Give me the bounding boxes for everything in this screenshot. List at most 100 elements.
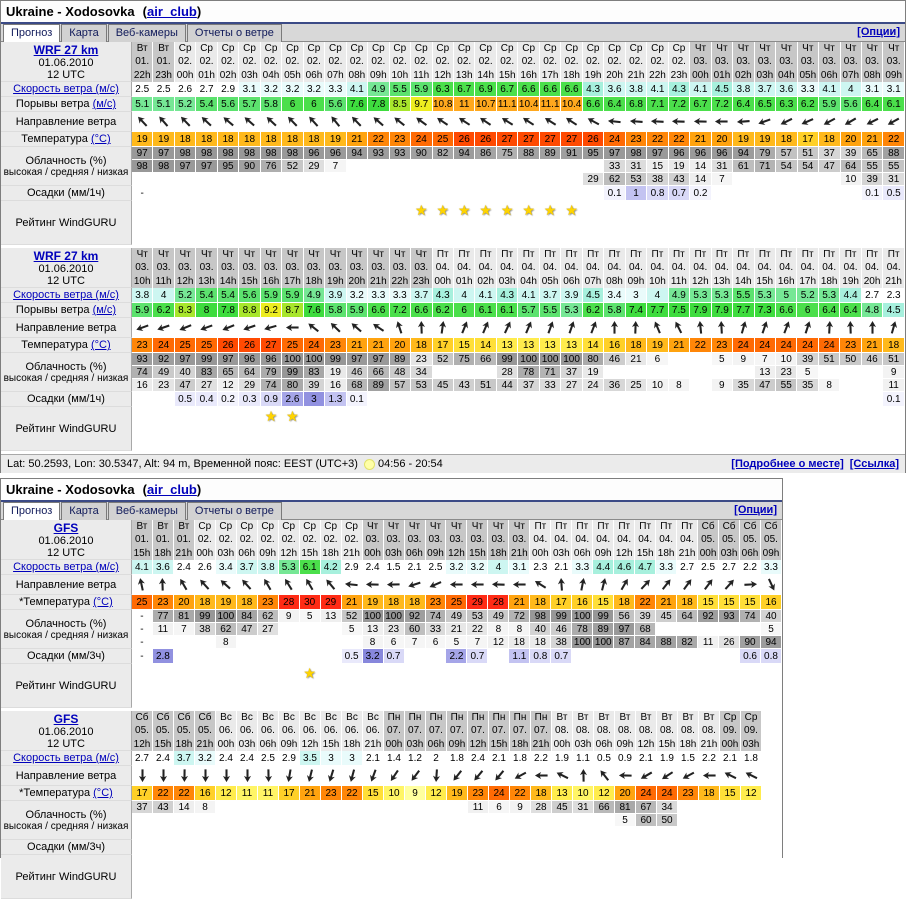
cloud-high-cell: 96 — [668, 147, 691, 160]
tab-wind-reports[interactable]: Отчеты о ветре — [186, 502, 282, 520]
wind-direction-arrow-icon — [496, 318, 519, 338]
day-header: Пт — [635, 520, 657, 533]
model-link[interactable]: WRF 27 km — [33, 42, 99, 57]
wind-gust-cell: 5.2 — [174, 97, 197, 112]
day-header: Ср — [668, 42, 691, 55]
rating-cell — [509, 664, 531, 708]
day-header: Пт — [861, 248, 884, 261]
date-header: 03. — [425, 533, 447, 546]
rating-cell — [152, 664, 174, 708]
cloud-mid-cell: 71 — [539, 366, 562, 379]
model-link[interactable]: WRF 27 km — [33, 248, 99, 263]
wind-speed-cell: 2.9 — [341, 560, 363, 575]
temperature-cell: 20 — [840, 132, 862, 147]
hour-header: 14h — [217, 274, 240, 288]
precipitation-cell — [389, 392, 412, 407]
temperature-cell: 21 — [861, 338, 884, 353]
wind-speed-cell: 4 — [840, 82, 862, 97]
row-label-wind-direction: Направление ветра — [1, 575, 132, 595]
sun-icon — [363, 458, 375, 470]
windguru-star-icon: ★ — [436, 202, 450, 218]
date-header: 02. — [257, 533, 279, 546]
cloud-low-cell: 25 — [625, 379, 648, 392]
date-header: 04. — [539, 261, 562, 274]
day-header: Чт — [797, 42, 820, 55]
temperature-cell: 29 — [320, 595, 342, 610]
precipitation-cell: 0.5 — [174, 392, 197, 407]
temperature-cell: 18 — [174, 132, 197, 147]
temperature-cell: 19 — [325, 132, 347, 147]
wind-speed-cell: 2.5 — [131, 82, 154, 97]
cloud-low-cell — [552, 827, 573, 840]
cloud-low-cell — [411, 173, 433, 186]
temperature-cell: 15 — [698, 595, 720, 610]
cloud-mid-cell — [300, 814, 321, 827]
cloud-mid-cell — [625, 366, 648, 379]
spot-club-link[interactable]: air_club — [147, 4, 197, 19]
run-utc: 12 UTC — [47, 546, 85, 559]
wind-gust-cell: 8.8 — [239, 303, 261, 318]
wind-direction-arrow-icon — [797, 318, 819, 338]
wind-direction-arrow-icon — [754, 112, 777, 132]
tab-webcams[interactable]: Веб-камеры — [107, 24, 186, 42]
model-link[interactable]: GFS — [53, 520, 79, 535]
hour-header: 10h — [647, 274, 669, 288]
day-header: Ср — [236, 520, 258, 533]
tab-webcams[interactable]: Веб-камеры — [107, 502, 186, 520]
tab-map[interactable]: Карта — [61, 24, 107, 42]
date-header: 03. — [303, 261, 326, 274]
date-header: 02. — [518, 55, 540, 68]
tab-map[interactable]: Карта — [61, 502, 107, 520]
cloud-high-cell: 53 — [467, 610, 489, 623]
cloud-low-cell — [561, 173, 583, 186]
precipitation-cell — [368, 186, 390, 201]
wind-direction-arrow-icon — [362, 575, 384, 595]
day-header: Пт — [647, 248, 669, 261]
date-header: 08. — [657, 724, 678, 737]
precipitation-cell — [320, 649, 342, 664]
hour-header: 12h — [614, 546, 636, 560]
wind-direction-arrow-icon — [475, 318, 497, 338]
row-label-rating: Рейтинг WindGURU — [1, 664, 132, 708]
wind-direction-arrow-icon — [174, 318, 197, 338]
spot-club-link[interactable]: air_club — [147, 482, 197, 497]
tab-wind-reports[interactable]: Отчеты о ветре — [186, 24, 282, 42]
temperature-cell: 21 — [341, 595, 363, 610]
cloud-mid-cell — [279, 814, 300, 827]
temperature-cell: 20 — [615, 786, 636, 801]
wind-direction-arrow-icon — [453, 318, 476, 338]
cloud-high-cell: 99 — [194, 610, 216, 623]
link-link[interactable]: [Ссылка] — [849, 458, 899, 470]
rating-cell — [432, 407, 454, 451]
date-header: 04. — [475, 261, 497, 274]
tab-bar: Прогноз Карта Веб-камеры Отчеты о ветре [Оп… — [1, 502, 782, 520]
place-details-link[interactable]: [Подробнее о месте] — [731, 458, 844, 470]
rating-cell — [174, 407, 197, 451]
model-link[interactable]: GFS — [53, 711, 79, 726]
wind-gust-cell: 6 — [797, 303, 819, 318]
wind-direction-arrow-icon — [363, 766, 384, 786]
wind-gust-cell: 6.4 — [604, 97, 626, 112]
hour-header: 09h — [615, 737, 636, 751]
cloud-mid-cell: 64 — [840, 160, 862, 173]
day-header: Чт — [325, 248, 347, 261]
cloud-high-cell — [342, 801, 363, 814]
precipitation-cell — [432, 392, 454, 407]
tab-forecast[interactable]: Прогноз — [3, 24, 61, 42]
hour-header: 12h — [132, 737, 153, 751]
options-link[interactable]: [Опции] — [734, 504, 777, 516]
cloud-low-cell — [426, 827, 447, 840]
hour-header: 06h — [426, 737, 447, 751]
precipitation-cell — [475, 392, 497, 407]
hour-header: 17h — [539, 68, 562, 82]
hour-header: 02h — [733, 68, 755, 82]
cloud-high-cell: 98 — [625, 147, 648, 160]
precipitation-cell — [593, 649, 615, 664]
options-link[interactable]: [Опции] — [857, 26, 900, 38]
cloud-low-cell: 89 — [368, 379, 390, 392]
wind-direction-arrow-icon — [518, 112, 540, 132]
tab-forecast[interactable]: Прогноз — [3, 502, 61, 520]
temperature-cell: 21 — [346, 338, 369, 353]
cloud-high-cell: 46 — [861, 353, 884, 366]
wind-direction-arrow-icon — [509, 575, 531, 595]
